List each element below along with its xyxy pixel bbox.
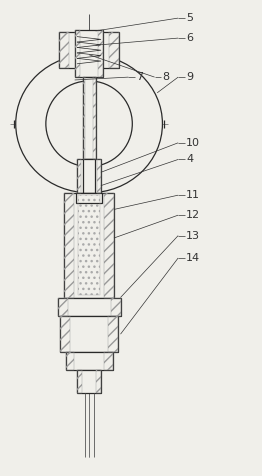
Ellipse shape (46, 81, 132, 167)
Bar (76, 193, 102, 203)
Bar (60, 316, 70, 352)
Bar (75, 30, 80, 77)
Ellipse shape (16, 55, 162, 193)
Bar (66, 352, 74, 370)
Bar (98, 30, 103, 77)
Bar (58, 298, 121, 316)
Bar (64, 193, 114, 298)
Bar (58, 298, 68, 316)
Bar (93, 77, 96, 159)
Bar (96, 370, 101, 393)
Bar (66, 352, 113, 370)
Bar (104, 352, 113, 370)
Text: 7: 7 (136, 72, 143, 82)
Bar (83, 77, 85, 159)
Bar (111, 298, 121, 316)
Bar (64, 193, 74, 298)
Bar (104, 193, 114, 298)
Bar (60, 316, 118, 352)
Bar (75, 30, 103, 77)
Text: 8: 8 (162, 72, 170, 82)
Bar (83, 159, 95, 193)
Bar (97, 159, 101, 193)
Text: 14: 14 (186, 253, 200, 263)
Text: 6: 6 (186, 33, 193, 43)
Bar (108, 316, 118, 352)
Bar (77, 159, 81, 193)
Text: 4: 4 (186, 154, 193, 165)
Text: 12: 12 (186, 210, 200, 220)
Bar (78, 195, 100, 295)
Text: 5: 5 (186, 13, 193, 23)
Text: 11: 11 (186, 190, 200, 200)
Bar (77, 370, 101, 393)
Text: 13: 13 (186, 230, 200, 241)
Text: 10: 10 (186, 138, 200, 148)
Bar (59, 32, 119, 68)
Bar (109, 32, 119, 68)
Bar (77, 370, 82, 393)
Bar (59, 32, 69, 68)
Text: 9: 9 (186, 72, 193, 82)
Bar (77, 159, 101, 193)
Bar (83, 77, 96, 159)
